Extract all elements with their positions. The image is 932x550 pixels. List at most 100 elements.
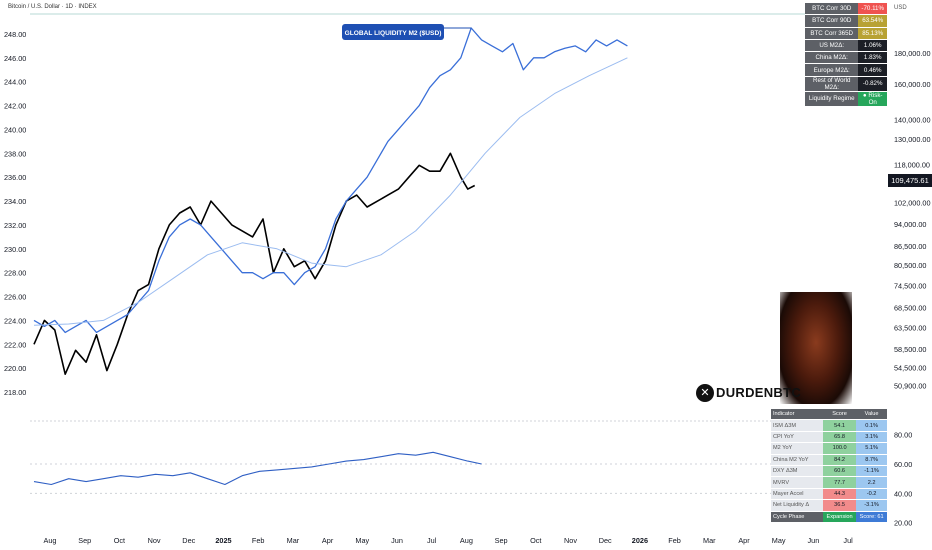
liquidity-value: 0.46% (858, 63, 887, 77)
liquidity-value: ● Risk-On (858, 91, 887, 107)
indicator-row: DXY Δ3M 60.6 -1.1% (771, 465, 887, 478)
right-axis-unit: USD (894, 5, 907, 11)
liquidity-key: BTC Corr 30D (805, 3, 859, 16)
x-tick-label: Apr (738, 536, 750, 545)
osc-tick-label: 60.00 (894, 460, 912, 469)
x-tick-label: Oct (530, 536, 541, 545)
liquidity-value: 85.13% (858, 27, 887, 40)
liquidity-key: Liquidity Regime (805, 91, 859, 107)
indicator-value: 2.2 (856, 476, 887, 489)
grid (30, 13, 887, 494)
indicator-score: 44.3 (823, 488, 857, 501)
indicator-value: -3.1% (856, 499, 887, 512)
right-tick-label: 68,500.00 (894, 303, 926, 312)
liquidity-row: Liquidity Regime ● Risk-On (805, 91, 887, 107)
x-tick-label: 2025 (215, 536, 231, 545)
indicator-value: 0.1% (856, 419, 887, 432)
indicator-score: 60.6 (823, 465, 857, 478)
series-layer (33, 27, 628, 486)
x-tick-label: Aug (460, 536, 473, 545)
right-tick-label: 86,500.00 (894, 242, 926, 251)
indicator-row: ISM Δ3M 54.1 0.1% (771, 419, 887, 432)
osc-tick-label: 80.00 (894, 431, 912, 440)
left-tick-label: 226.00 (4, 293, 26, 302)
series-m2_ma (33, 57, 628, 326)
indicator-name: CPI YoY (771, 431, 823, 444)
liquidity-row: BTC Corr 90D 63.54% (805, 14, 887, 28)
indicator-row: M2 YoY 100.0 5.1% (771, 442, 887, 455)
left-tick-label: 228.00 (4, 269, 26, 278)
right-tick-label: 102,000.00 (894, 199, 931, 208)
x-tick-label: May (772, 536, 786, 545)
liquidity-key: Europe M2Δ: (805, 63, 859, 77)
x-tick-label: Nov (564, 536, 577, 545)
indicator-value: -1.1% (856, 465, 887, 478)
x-tick-label: Sep (495, 536, 508, 545)
right-tick-label: 80,500.00 (894, 261, 926, 270)
x-tick-label: Mar (287, 536, 300, 545)
axes: 248.00 246.00 244.00 242.00 240.00 238.00 236.… (4, 30, 931, 545)
indicator-header: Score (823, 409, 857, 421)
liquidity-row: Rest of World M2Δ: -0.82% (805, 76, 887, 92)
left-tick-label: 240.00 (4, 125, 26, 134)
indicator-score: 100.0 (823, 442, 857, 455)
liquidity-row: China M2Δ: 1.83% (805, 51, 887, 65)
indicator-name: Net Liquidity Δ (771, 499, 823, 512)
liquidity-key: BTC Corr 365D (805, 27, 859, 40)
indicator-row: MVRV 77.7 2.2 (771, 476, 887, 489)
left-tick-label: 230.00 (4, 245, 26, 254)
avatar (780, 292, 852, 404)
x-tick-label: Nov (148, 536, 161, 545)
indicator-header-row: Indicator Score Value (771, 409, 887, 421)
x-tick-label: May (355, 536, 369, 545)
x-tick-label: Dec (182, 536, 195, 545)
right-tick-label: 58,500.00 (894, 345, 926, 354)
indicator-header: Value (856, 409, 887, 421)
x-tick-label: Mar (703, 536, 716, 545)
right-tick-label: 74,500.00 (894, 281, 926, 290)
liquidity-table: BTC Corr 30D -70.11% BTC Corr 90D 63.54% BTC… (805, 3, 887, 107)
cycle-phase-label: Cycle Phase (771, 511, 823, 523)
left-tick-label: 220.00 (4, 364, 26, 373)
indicator-name: M2 YoY (771, 442, 823, 455)
left-tick-label: 232.00 (4, 221, 26, 230)
indicator-row: CPI YoY 65.8 3.1% (771, 431, 887, 444)
liquidity-row: BTC Corr 30D -70.11% (805, 3, 887, 16)
x-tick-label: 2026 (632, 536, 648, 545)
indicator-score: 36.5 (823, 499, 857, 512)
indicator-name: Mayer Accel (771, 488, 823, 501)
left-tick-label: 234.00 (4, 197, 26, 206)
x-tick-label: Dec (599, 536, 612, 545)
left-tick-label: 218.00 (4, 388, 26, 397)
liquidity-value: 1.83% (858, 51, 887, 65)
indicator-name: ISM Δ3M (771, 419, 823, 432)
symbol-header: Bitcoin / U.S. Dollar · 1D · INDEX (8, 4, 97, 10)
liquidity-value: -0.82% (858, 76, 887, 92)
osc-tick-label: 40.00 (894, 489, 912, 498)
indicator-row: Net Liquidity Δ 36.5 -3.1% (771, 499, 887, 512)
indicator-score: 84.2 (823, 454, 857, 466)
annotation-layer: GLOBAL LIQUIDITY M2 ($USD) (342, 24, 472, 40)
right-tick-label: 140,000.00 (894, 115, 931, 124)
right-tick-label: 54,500.00 (894, 364, 926, 373)
right-tick-label: 63,500.00 (894, 323, 926, 332)
indicator-row: China M2 YoY 84.2 8.7% (771, 454, 887, 466)
right-tick-label: 50,900.00 (894, 382, 926, 391)
x-tick-label: Feb (668, 536, 681, 545)
liquidity-key: China M2Δ: (805, 51, 859, 65)
x-tick-label: Oct (114, 536, 125, 545)
cycle-phase-state: Expansion (823, 511, 857, 523)
right-tick-label: 180,000.00 (894, 49, 931, 58)
liquidity-value: -70.11% (858, 3, 887, 16)
left-tick-label: 246.00 (4, 54, 26, 63)
x-tick-label: Sep (78, 536, 91, 545)
left-tick-label: 248.00 (4, 30, 26, 39)
indicator-name: MVRV (771, 476, 823, 489)
x-tick-label: Aug (44, 536, 57, 545)
indicator-table: Indicator Score Value ISM Δ3M 54.1 0.1% CPI Yo… (771, 409, 887, 523)
indicator-footer-row: Cycle Phase Expansion Score: 61 (771, 511, 887, 523)
x-tick-label: Jun (808, 536, 820, 545)
x-tick-label: Jul (843, 536, 853, 545)
left-tick-label: 236.00 (4, 173, 26, 182)
